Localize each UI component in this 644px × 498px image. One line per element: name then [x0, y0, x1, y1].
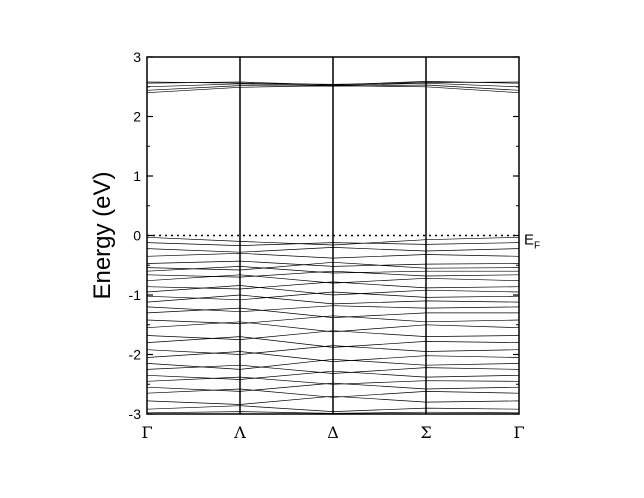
band-line-27 [146, 358, 520, 370]
kpoint-label-4: Γ [513, 423, 524, 442]
band-lines [146, 81, 520, 414]
kpoint-label-0: Γ [141, 423, 152, 442]
band-line-28 [146, 364, 520, 374]
band-line-15 [146, 281, 520, 290]
y-tick-label-6: 3 [133, 49, 141, 65]
band-line-6 [146, 236, 520, 246]
fermi-level-label-main: E [524, 232, 534, 249]
band-line-13 [146, 270, 520, 278]
y-tick-label-3: 0 [133, 228, 141, 244]
band-line-8 [146, 247, 520, 253]
band-line-12 [146, 266, 519, 274]
band-line-7 [146, 242, 520, 246]
band-line-16 [146, 285, 520, 296]
band-line-19 [146, 305, 520, 313]
band-line-17 [146, 291, 520, 301]
band-line-31 [146, 382, 520, 392]
band-line-34 [146, 405, 520, 412]
band-line-9 [146, 252, 520, 259]
band-line-5 [146, 85, 520, 94]
band-line-14 [146, 274, 520, 284]
kpoint-label-2: Δ [327, 423, 339, 442]
band-line-22 [146, 321, 520, 333]
y-tick-label-4: 1 [133, 168, 141, 184]
y-tick-label-0: -3 [129, 406, 142, 422]
band-line-10 [146, 260, 520, 267]
y-tick-label-5: 2 [133, 109, 141, 125]
band-line-32 [146, 388, 520, 398]
band-line-4 [146, 84, 520, 91]
kpoint-label-3: Σ [420, 423, 431, 442]
y-tick-label-2: -1 [129, 287, 142, 303]
band-line-33 [146, 395, 520, 405]
band-line-24 [146, 336, 520, 348]
y-axis-ticks: -3 -2 -1 0 1 2 3 [129, 49, 519, 422]
band-line-25 [146, 345, 520, 355]
y-tick-label-1: -2 [129, 347, 142, 363]
band-line-2 [146, 81, 520, 86]
band-line-1 [146, 81, 520, 85]
band-line-21 [146, 315, 520, 324]
band-line-20 [146, 307, 519, 318]
band-line-18 [146, 294, 520, 305]
band-line-29 [146, 370, 520, 380]
band-line-23 [146, 330, 520, 340]
band-line-11 [146, 261, 520, 271]
fermi-level-label-subscript: F [534, 241, 540, 252]
fermi-level-label: EF [524, 232, 540, 252]
y-axis-label: Energy (eV) [89, 171, 116, 299]
band-line-26 [146, 351, 520, 362]
band-line-30 [146, 376, 520, 385]
kpoint-label-1: Λ [233, 423, 246, 442]
